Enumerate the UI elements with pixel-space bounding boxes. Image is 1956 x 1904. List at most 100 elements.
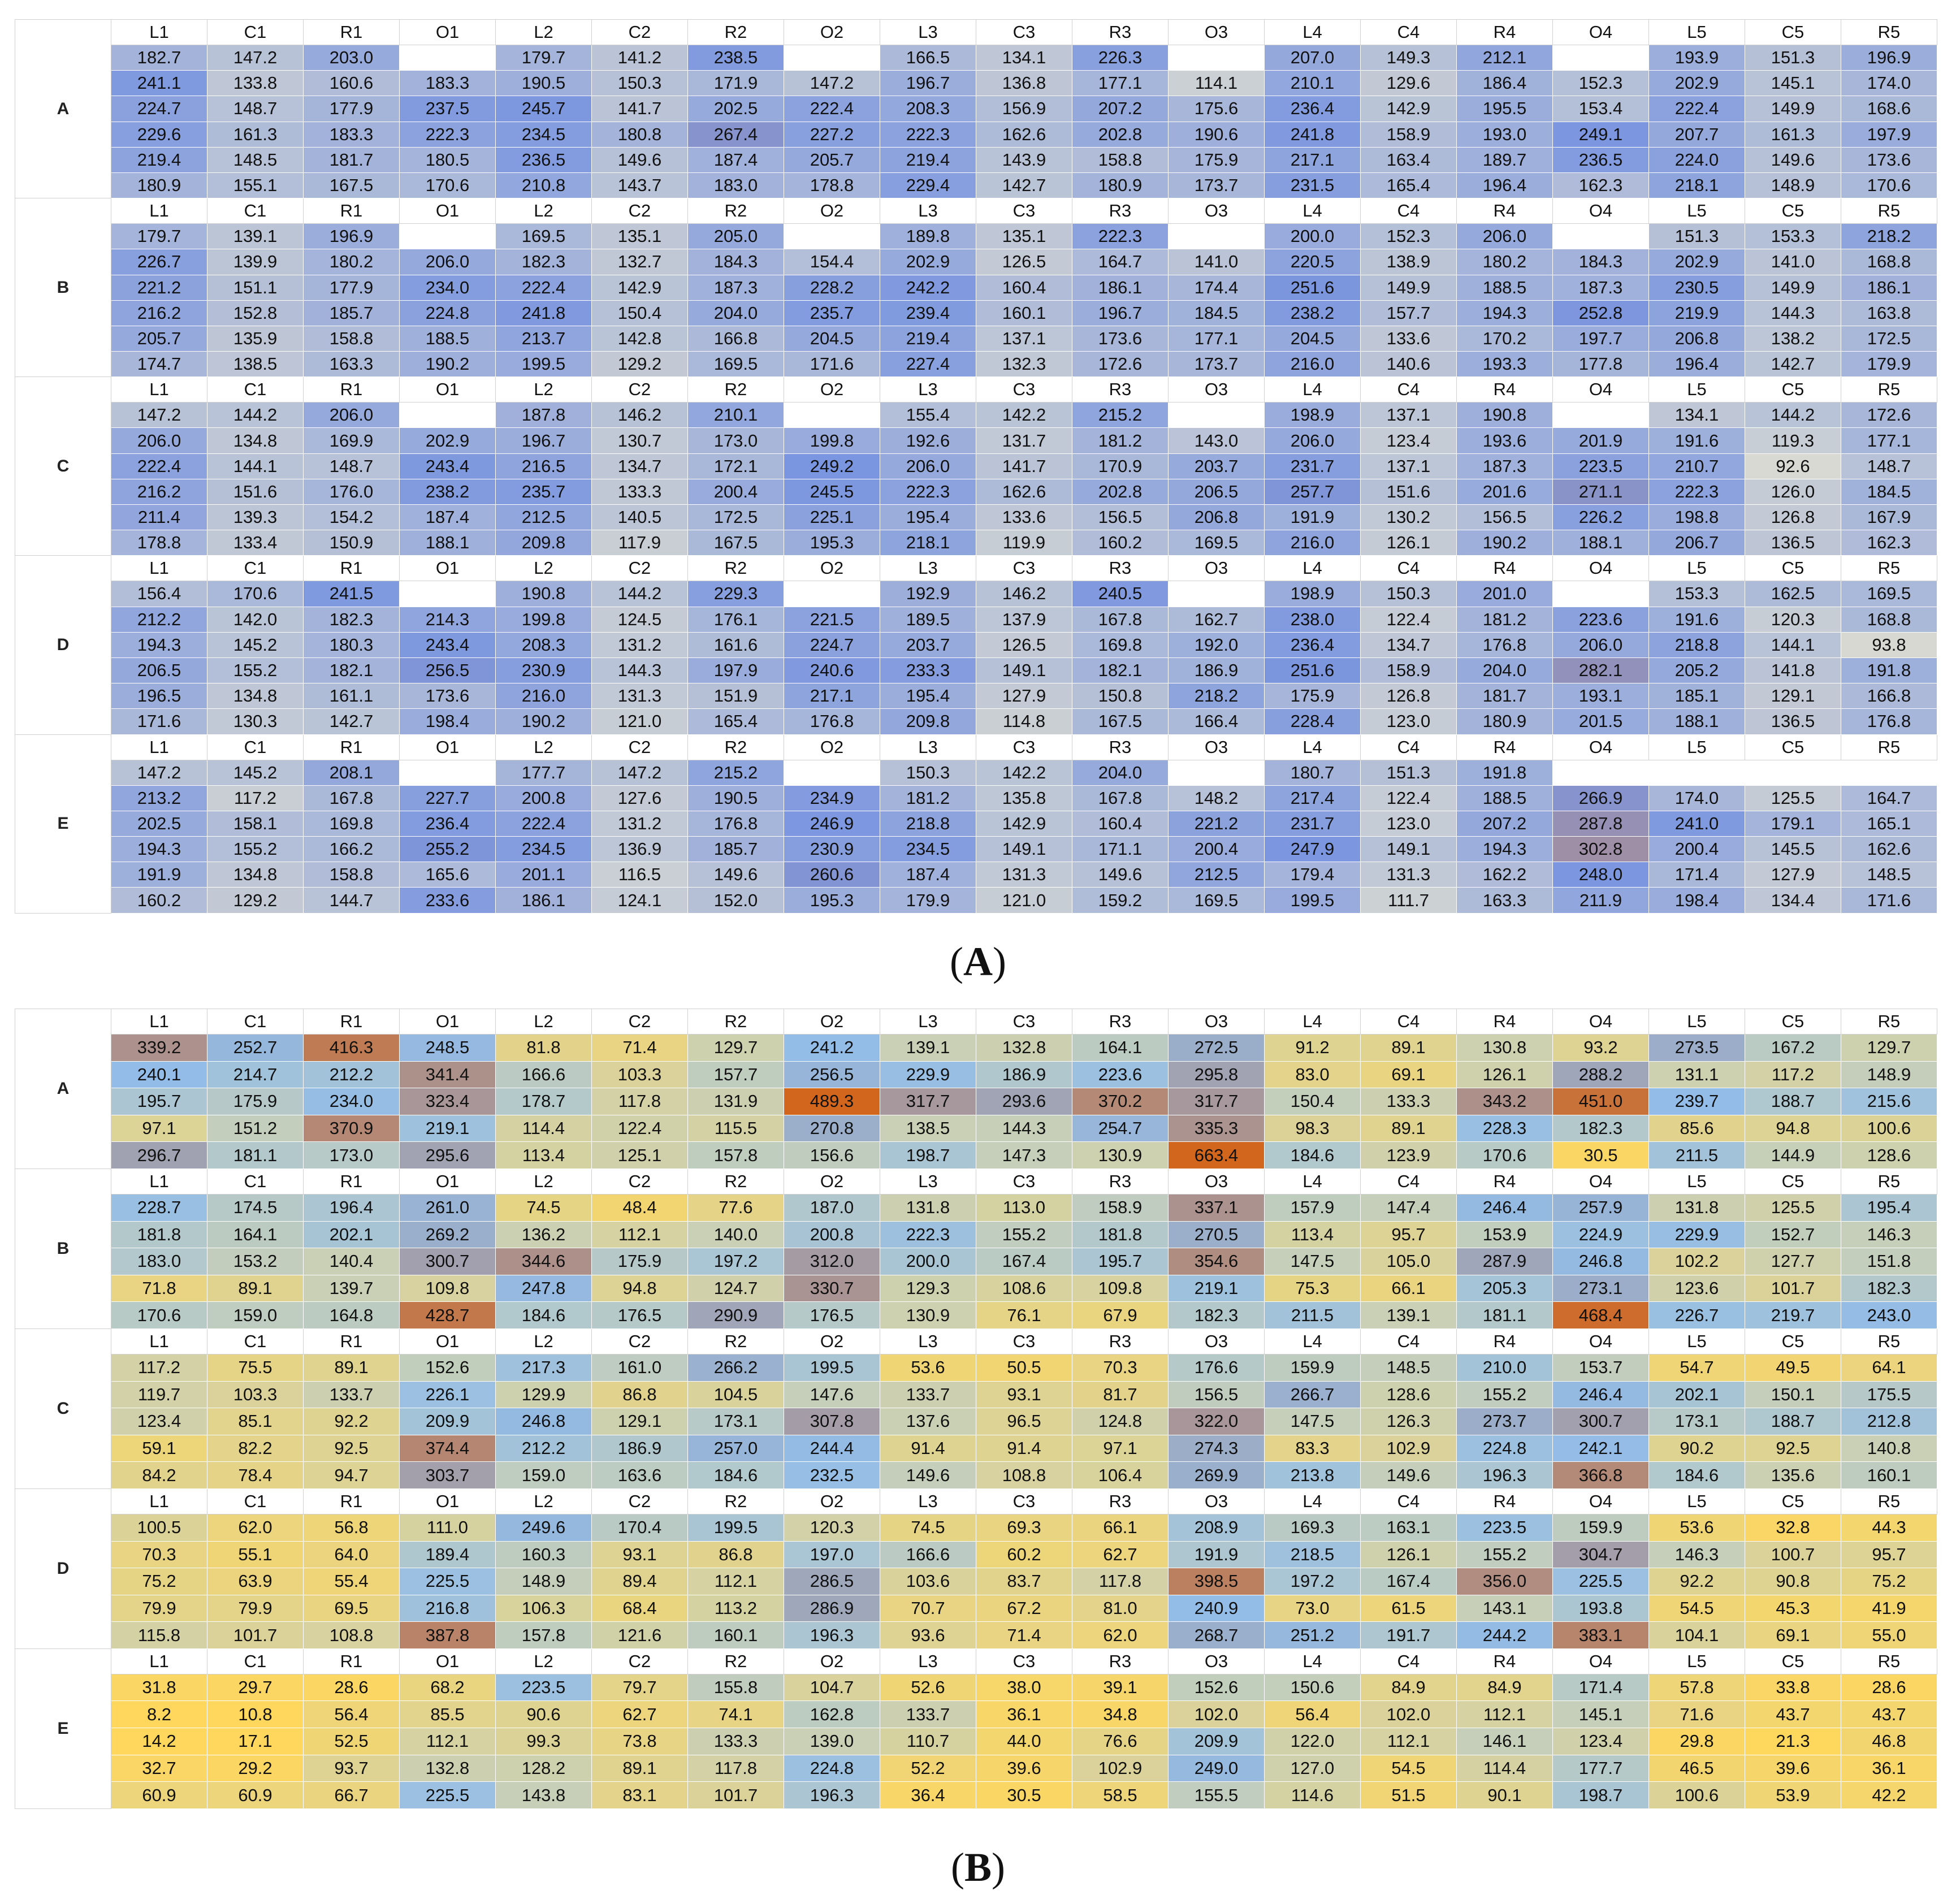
heatmap-cell: 196.3 xyxy=(1456,1461,1553,1489)
heatmap-cell: 229.6 xyxy=(111,122,207,148)
heatmap-panel-a: A L1 C1 R1 O1 L2 C2 R2 O2 L3 C3 R3 O3 L4 C4 R4 O4 L5 C5 R5 1… xyxy=(15,19,1937,914)
heatmap-row: 32.7 29.2 93.7 132.8 128.2 89.1 117.8 224.8 52.2… xyxy=(15,1755,1937,1782)
heatmap-cell: 145.2 xyxy=(207,760,304,786)
heatmap-cell: 300.7 xyxy=(399,1248,496,1275)
heatmap-cell: 195.5 xyxy=(1456,96,1553,122)
heatmap-cell: 113.4 xyxy=(495,1141,592,1169)
heatmap-cell: 108.8 xyxy=(303,1621,400,1649)
heatmap-cell: 175.9 xyxy=(1264,683,1361,709)
heatmap-cell: 83.3 xyxy=(1264,1435,1361,1462)
heatmap-cell: 166.4 xyxy=(1168,708,1265,734)
heatmap-cell: 129.7 xyxy=(1841,1034,1937,1062)
heatmap-cell: 160.6 xyxy=(303,70,400,96)
heatmap-cell: 129.9 xyxy=(495,1381,592,1408)
heatmap-cell: 193.0 xyxy=(1456,122,1553,148)
heatmap-cell: 161.0 xyxy=(591,1354,688,1382)
heatmap-cell: 213.7 xyxy=(495,326,592,352)
heatmap-cell: 59.1 xyxy=(111,1435,207,1462)
heatmap-cell: 144.2 xyxy=(1745,402,1841,428)
heatmap-cell: 173.7 xyxy=(1168,351,1265,377)
heatmap-cell: 176.8 xyxy=(1841,708,1937,734)
heatmap-cell: 197.2 xyxy=(1264,1568,1361,1595)
column-header: L3 xyxy=(880,1009,976,1035)
heatmap-cell: 126.8 xyxy=(1360,683,1457,709)
heatmap-cell: 67.2 xyxy=(976,1595,1072,1622)
heatmap-cell: 121.0 xyxy=(976,887,1072,914)
heatmap-cell: 92.5 xyxy=(303,1435,400,1462)
heatmap-cell: 69.1 xyxy=(1745,1621,1841,1649)
heatmap-cell: 134.4 xyxy=(1745,887,1841,914)
heatmap-cell: 79.9 xyxy=(111,1595,207,1622)
heatmap-cell: 112.1 xyxy=(1360,1728,1457,1755)
heatmap-cell: 182.7 xyxy=(111,45,207,71)
heatmap-cell: 147.4 xyxy=(1360,1194,1457,1222)
heatmap-cell: 150.3 xyxy=(1360,581,1457,607)
heatmap-cell: 123.4 xyxy=(1360,427,1457,454)
heatmap-cell: 173.6 xyxy=(1072,326,1169,352)
heatmap-cell: 167.9 xyxy=(1841,504,1937,530)
heatmap-cell: 178.8 xyxy=(111,530,207,556)
heatmap-cell: 226.7 xyxy=(1648,1301,1745,1329)
heatmap-cell: 207.0 xyxy=(1264,45,1361,71)
heatmap-cell: 144.3 xyxy=(591,657,688,683)
heatmap-cell: 70.3 xyxy=(1072,1354,1169,1382)
heatmap-cell: 133.3 xyxy=(591,479,688,505)
heatmap-cell: 147.2 xyxy=(207,45,304,71)
heatmap-cell: 29.2 xyxy=(207,1755,304,1782)
heatmap-cell: 141.0 xyxy=(1168,249,1265,275)
heatmap-cell: 143.0 xyxy=(1168,427,1265,454)
heatmap-cell: 94.7 xyxy=(303,1461,400,1489)
heatmap-cell: 176.8 xyxy=(784,708,880,734)
group-label-b-a: A xyxy=(15,1009,111,1169)
heatmap-cell: 159.9 xyxy=(1552,1514,1649,1541)
heatmap-cell: 199.8 xyxy=(495,607,592,633)
heatmap-cell: 217.1 xyxy=(1264,147,1361,173)
heatmap-cell: 226.7 xyxy=(111,249,207,275)
column-header: O3 xyxy=(1168,1648,1265,1674)
heatmap-cell: 197.9 xyxy=(687,657,784,683)
heatmap-cell: 49.5 xyxy=(1745,1354,1841,1382)
heatmap-cell: 219.4 xyxy=(111,147,207,173)
heatmap-cell: 130.9 xyxy=(1072,1141,1169,1169)
heatmap-cell: 159.9 xyxy=(1264,1354,1361,1382)
column-header: C4 xyxy=(1360,1488,1457,1514)
column-header: O2 xyxy=(784,1328,880,1355)
heatmap-cell: 160.3 xyxy=(495,1541,592,1568)
heatmap-cell: 81.0 xyxy=(1072,1595,1169,1622)
heatmap-cell: 167.4 xyxy=(1360,1568,1457,1595)
column-header: O3 xyxy=(1168,734,1265,760)
heatmap-cell: 89.1 xyxy=(1360,1115,1457,1142)
column-header: O2 xyxy=(784,198,880,224)
heatmap-cell: 192.9 xyxy=(880,581,976,607)
heatmap-cell: 256.5 xyxy=(784,1061,880,1088)
heatmap-cell: 158.1 xyxy=(207,811,304,837)
heatmap-cell: 109.8 xyxy=(399,1275,496,1302)
heatmap-cell: 66.7 xyxy=(303,1781,400,1809)
column-header: L2 xyxy=(495,734,592,760)
heatmap-cell: 194.3 xyxy=(111,836,207,862)
heatmap-cell: 113.4 xyxy=(1264,1221,1361,1248)
heatmap-cell: 89.1 xyxy=(207,1275,304,1302)
heatmap-cell: 74.5 xyxy=(495,1194,592,1222)
heatmap-cell: 167.8 xyxy=(1072,607,1169,633)
heatmap-cell: 151.2 xyxy=(207,1115,304,1142)
heatmap-cell: 159.2 xyxy=(1072,887,1169,914)
heatmap-cell: 175.5 xyxy=(1841,1381,1937,1408)
heatmap-cell xyxy=(1168,760,1265,786)
heatmap-cell: 188.5 xyxy=(1456,785,1553,811)
heatmap-cell: 307.8 xyxy=(784,1408,880,1435)
heatmap-cell: 144.7 xyxy=(303,887,400,914)
heatmap-cell: 180.2 xyxy=(1456,249,1553,275)
heatmap-cell: 111.0 xyxy=(399,1514,496,1541)
heatmap-cell: 153.7 xyxy=(1552,1354,1649,1382)
heatmap-cell: 149.1 xyxy=(976,657,1072,683)
heatmap-cell: 97.1 xyxy=(1072,1435,1169,1462)
heatmap-row: 226.7 139.9 180.2 206.0 182.3 132.7 184.3 154.4… xyxy=(15,249,1937,275)
heatmap-row: 71.8 89.1 139.7 109.8 247.8 94.8 124.7 330.7 129… xyxy=(15,1275,1937,1302)
heatmap-cell: 208.1 xyxy=(303,760,400,786)
heatmap-row: 180.9 155.1 167.5 170.6 210.8 143.7 183.0 178.8… xyxy=(15,172,1937,198)
heatmap-cell: 236.4 xyxy=(399,811,496,837)
heatmap-cell: 149.6 xyxy=(1360,1461,1457,1489)
heatmap-cell: 146.3 xyxy=(1841,1221,1937,1248)
column-header: R1 xyxy=(303,198,400,224)
